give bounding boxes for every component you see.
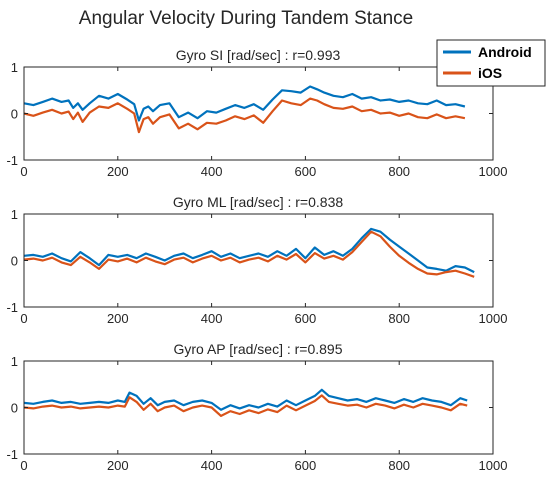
y-tick-label: 1 <box>11 60 18 75</box>
subplot-title: Gyro SI [rad/sec] : r=0.993 <box>176 47 341 63</box>
legend-label-android: Android <box>478 44 532 60</box>
x-tick-label: 400 <box>201 164 223 179</box>
plot-area: 0 200 400 600 800 1000-101 <box>6 60 507 179</box>
y-tick-label: 0 <box>11 401 18 416</box>
subplot-title: Gyro AP [rad/sec] : r=0.895 <box>174 341 343 357</box>
x-tick-label: 1000 <box>479 164 508 179</box>
axes-box <box>23 66 494 161</box>
plot-area: 0 200 400 600 800 1000-101 <box>6 207 507 326</box>
x-tick-label: 600 <box>295 458 317 473</box>
legend-label-ios: iOS <box>478 65 502 81</box>
y-tick-label: -1 <box>6 447 18 462</box>
y-tick-label: 0 <box>11 254 18 269</box>
series-line-android <box>23 85 466 122</box>
x-tick-label: 400 <box>201 458 223 473</box>
x-tick-label: 0 <box>20 164 27 179</box>
series-line-ios <box>23 230 475 278</box>
x-tick-label: 200 <box>107 458 129 473</box>
y-tick-label: 1 <box>11 354 18 369</box>
subplot-title: Gyro ML [rad/sec] : r=0.838 <box>173 194 343 210</box>
legend-box <box>436 39 546 87</box>
series-line-android <box>23 388 468 411</box>
x-tick-label: 0 <box>20 458 27 473</box>
x-tick-label: 800 <box>388 458 410 473</box>
series-line-ios <box>23 97 466 134</box>
x-tick-label: 800 <box>388 164 410 179</box>
series-line-ios <box>23 394 468 417</box>
x-tick-label: 600 <box>295 311 317 326</box>
x-tick-label: 600 <box>295 164 317 179</box>
series-line-android <box>23 227 475 274</box>
y-tick-label: 1 <box>11 207 18 222</box>
subplot-gyro-ml: Gyro ML [rad/sec] : r=0.838 0 200 400 600 80… <box>6 194 507 326</box>
y-tick-label: -1 <box>6 300 18 315</box>
x-tick-label: 1000 <box>479 311 508 326</box>
plot-area: 0 200 400 600 800 1000-101 <box>6 354 507 473</box>
x-tick-label: 400 <box>201 311 223 326</box>
x-tick-label: 800 <box>388 311 410 326</box>
subplot-gyro-ap: Gyro AP [rad/sec] : r=0.895 0 200 400 600 80… <box>6 341 507 473</box>
figure-title: Angular Velocity During Tandem Stance <box>79 8 413 29</box>
legend: Android iOS <box>436 39 546 87</box>
x-tick-label: 1000 <box>479 458 508 473</box>
x-tick-label: 200 <box>107 164 129 179</box>
y-tick-label: 0 <box>11 107 18 122</box>
x-tick-label: 200 <box>107 311 129 326</box>
subplot-gyro-si: Gyro SI [rad/sec] : r=0.993 0 200 400 600 80… <box>6 47 507 179</box>
y-tick-label: -1 <box>6 153 18 168</box>
x-tick-label: 0 <box>20 311 27 326</box>
